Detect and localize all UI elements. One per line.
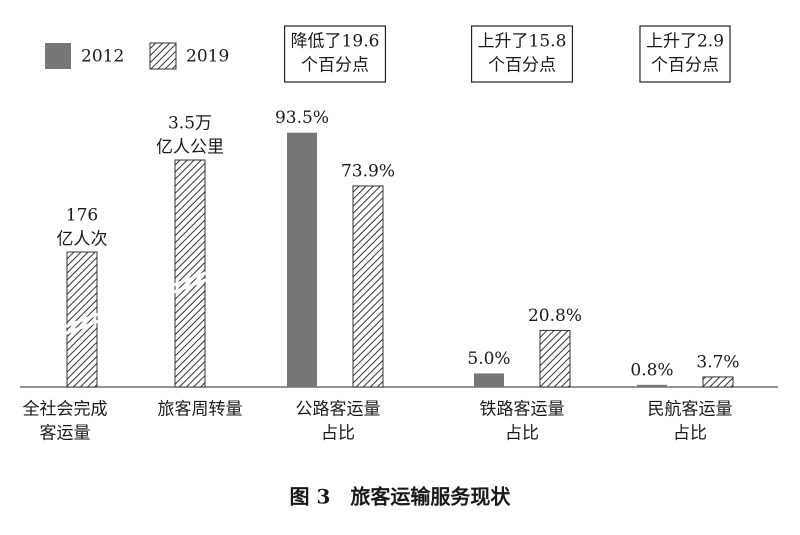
data-label: 3.5万: [168, 114, 212, 134]
bar: [287, 132, 317, 387]
x-tick-label: 占比: [673, 424, 707, 444]
x-tick-label: 铁路客运量: [480, 400, 565, 420]
axis-break: [173, 278, 207, 294]
bar: [637, 384, 667, 387]
legend-label: 2012: [81, 47, 124, 67]
data-label: 93.5%: [275, 108, 329, 128]
legend-swatch: [149, 42, 177, 70]
annotation: 降低了19.6 个百分点: [283, 25, 387, 83]
bar: [352, 185, 384, 388]
x-tick-label: 公路客运量: [296, 400, 381, 420]
annotation: 上升了15.8 个百分点: [470, 25, 574, 83]
annotation-text: 个百分点: [301, 56, 369, 76]
data-label: 3.7%: [696, 352, 739, 372]
annotation-text: 上升了15.8: [478, 32, 567, 52]
bar: [474, 373, 504, 387]
data-label: 20.8%: [528, 306, 582, 326]
annotation-text: 上升了2.9: [646, 32, 724, 52]
data-label: 亿人次: [57, 230, 108, 250]
data-label: 73.9%: [341, 161, 395, 181]
x-tick-label: 占比: [505, 424, 539, 444]
bar: [702, 376, 734, 388]
legend-label: 2019: [186, 47, 229, 67]
annotation-text: 个百分点: [651, 56, 719, 76]
annotation-box: [470, 25, 574, 83]
x-tick-label: 全社会完成: [23, 400, 108, 420]
axis-break: [65, 319, 99, 335]
x-tick-label: 旅客周转量: [158, 400, 243, 420]
x-tick-label: 民航客运量: [648, 400, 733, 420]
annotation-box: [283, 25, 387, 83]
axis-break: [65, 312, 99, 328]
axis-break: [173, 271, 207, 287]
data-label: 5.0%: [467, 349, 510, 369]
data-label: 亿人公里: [156, 138, 224, 158]
chart-title: 图 3 旅客运输服务现状: [290, 485, 512, 509]
x-tick-label: 占比: [321, 424, 355, 444]
x-tick-label: 客运量: [40, 424, 91, 444]
annotation: 上升了2.9 个百分点: [639, 25, 731, 83]
annotation-text: 降低了19.6: [291, 32, 380, 52]
legend-swatch: [45, 43, 71, 69]
bar: [539, 329, 571, 388]
annotation-text: 个百分点: [488, 56, 556, 76]
annotation-box: [639, 25, 731, 83]
data-label: 176: [66, 206, 98, 226]
data-label: 0.8%: [630, 360, 673, 380]
